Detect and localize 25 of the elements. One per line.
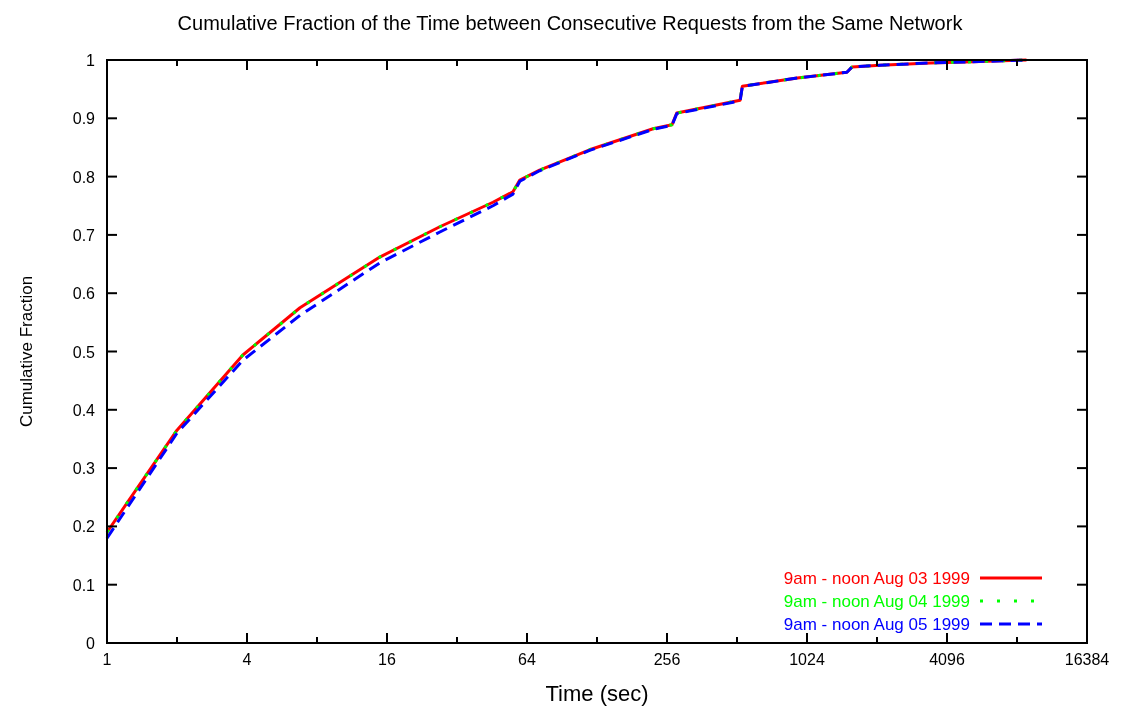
x-tick-label: 16 (378, 651, 396, 668)
y-tick-label: 0 (86, 635, 96, 652)
y-tick-label: 1 (86, 52, 96, 69)
legend-label: 9am - noon Aug 03 1999 (783, 569, 970, 588)
y-axis-title: Cumulative Fraction (17, 275, 36, 428)
y-tick-label: 0.3 (72, 460, 96, 478)
x-tick-label: 256 (653, 651, 681, 668)
x-tick-label: 1 (102, 651, 112, 668)
x-tick-label: 4 (242, 651, 252, 668)
legend-label: 9am - noon Aug 04 1999 (783, 592, 970, 611)
y-tick-label: 0.4 (72, 401, 96, 419)
y-tick-label: 0.9 (72, 110, 96, 128)
y-tick-label: 0.8 (72, 168, 96, 186)
x-tick-label: 4096 (929, 651, 965, 668)
chart-title: Cumulative Fraction of the Time between Consecutive Requests from the Same Network (177, 12, 964, 34)
legend-label: 9am - noon Aug 05 1999 (783, 615, 970, 634)
y-tick-label: 0.2 (72, 518, 96, 536)
x-axis-title: Time (sec) (545, 681, 649, 706)
y-tick-label: 0.1 (72, 576, 96, 594)
x-tick-label: 64 (518, 651, 536, 668)
y-tick-label: 0.7 (72, 226, 96, 244)
x-tick-label: 16384 (1064, 651, 1110, 668)
x-tick-label: 1024 (789, 651, 825, 668)
y-tick-label: 0.6 (72, 285, 96, 303)
y-tick-label: 0.5 (72, 343, 96, 361)
